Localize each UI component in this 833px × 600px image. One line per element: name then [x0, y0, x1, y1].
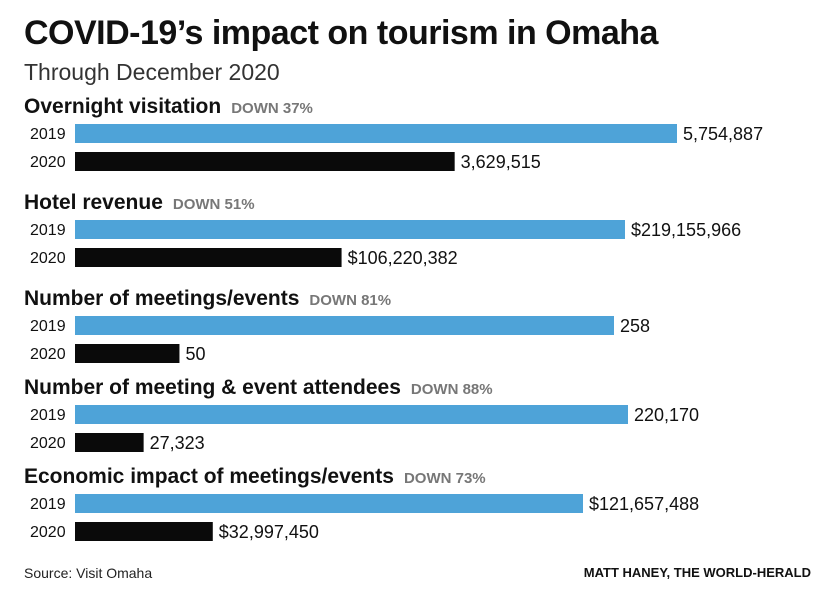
- bar-2020: [75, 344, 180, 363]
- change-label: DOWN 37%: [231, 100, 313, 117]
- year-label: 2020: [30, 250, 66, 267]
- value-label: $219,155,966: [631, 220, 741, 240]
- year-label: 2019: [30, 126, 66, 143]
- panel-title: Number of meeting & event attendees: [24, 376, 401, 399]
- bar-2019: [75, 405, 628, 424]
- value-label: $121,657,488: [589, 494, 699, 514]
- source-note: Source: Visit Omaha: [24, 565, 153, 581]
- bar-2019: [75, 316, 614, 335]
- year-label: 2019: [30, 222, 66, 239]
- panel-title: Number of meetings/events: [24, 287, 299, 310]
- change-label: DOWN 81%: [309, 292, 391, 309]
- value-label: 3,629,515: [461, 152, 541, 172]
- panel-title: Economic impact of meetings/events: [24, 465, 394, 488]
- year-label: 2020: [30, 346, 66, 363]
- year-label: 2019: [30, 496, 66, 513]
- bar-2019: [75, 494, 583, 513]
- bar-2020: [75, 248, 342, 267]
- value-label: 27,323: [150, 433, 205, 453]
- year-label: 2020: [30, 524, 66, 541]
- value-label: $32,997,450: [219, 522, 319, 542]
- year-label: 2020: [30, 435, 66, 452]
- credit-line: MATT HANEY, THE WORLD-HERALD: [583, 565, 811, 580]
- value-label: $106,220,382: [348, 248, 458, 268]
- bar-2019: [75, 124, 677, 143]
- year-label: 2019: [30, 318, 66, 335]
- bar-2019: [75, 220, 625, 239]
- year-label: 2020: [30, 154, 66, 171]
- panel-title: Hotel revenue: [24, 191, 163, 214]
- change-label: DOWN 73%: [404, 470, 486, 487]
- bar-2020: [75, 522, 213, 541]
- value-label: 220,170: [634, 405, 699, 425]
- panel-title: Overnight visitation: [24, 95, 221, 118]
- change-label: DOWN 51%: [173, 196, 255, 213]
- change-label: DOWN 88%: [411, 381, 493, 398]
- year-label: 2019: [30, 407, 66, 424]
- value-label: 50: [185, 344, 205, 364]
- bar-2020: [75, 152, 455, 171]
- chart-subtitle: Through December 2020: [24, 59, 280, 85]
- chart-title: COVID-19’s impact on tourism in Omaha: [24, 14, 658, 52]
- value-label: 5,754,887: [683, 124, 763, 144]
- value-label: 258: [620, 316, 650, 336]
- bar-2020: [75, 433, 144, 452]
